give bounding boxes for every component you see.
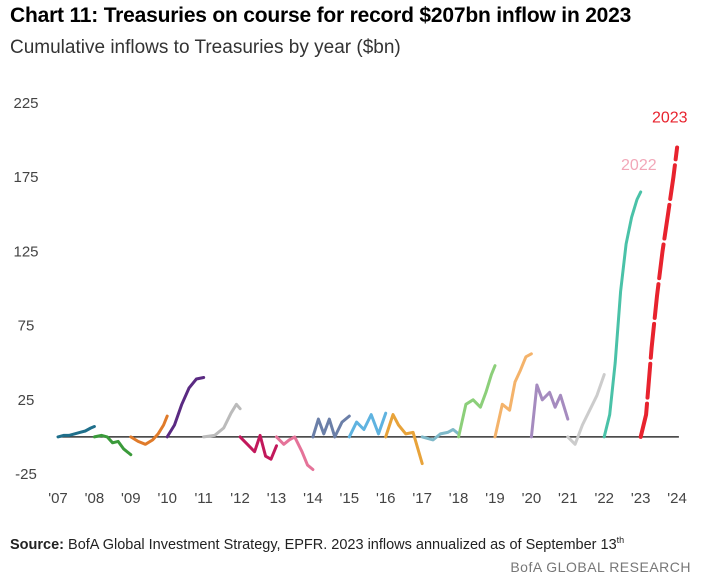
y-axis-ticks: 225 175 125 75 25 -25 (13, 95, 38, 483)
series-line (56, 425, 96, 439)
x-tick-label: '17 (412, 490, 432, 507)
series-line (384, 413, 424, 466)
brand-mark: BofA GLOBAL RESEARCH (510, 559, 691, 575)
x-tick-label: '08 (85, 490, 105, 507)
x-tick-label: '09 (121, 490, 141, 507)
series-line (493, 352, 533, 439)
x-tick-label: '22 (594, 490, 614, 507)
y-tick-label: 75 (18, 318, 35, 335)
x-tick-label: '24 (667, 490, 687, 507)
x-tick-label: '16 (376, 490, 396, 507)
x-tick-label: '23 (631, 490, 651, 507)
series-line (638, 145, 680, 439)
series-lines (56, 145, 680, 471)
annotation-label: 2022 (621, 157, 657, 174)
x-tick-label: '21 (558, 490, 578, 507)
series-line (566, 373, 606, 446)
series-line (92, 433, 133, 457)
source-label: Source: (10, 536, 64, 553)
x-tick-label: '19 (485, 490, 505, 507)
x-tick-label: '14 (303, 490, 323, 507)
series-line (529, 383, 570, 439)
x-tick-label: '12 (230, 490, 250, 507)
y-tick-label: 225 (13, 95, 38, 112)
series-line (311, 414, 351, 439)
series-line (238, 433, 278, 461)
x-tick-label: '18 (449, 490, 469, 507)
series-line (202, 402, 242, 439)
series-line (165, 376, 206, 439)
series-line (420, 428, 461, 442)
series-line (347, 411, 388, 439)
source-note: Source: BofA Global Investment Strategy,… (10, 535, 624, 553)
x-tick-label: '07 (48, 490, 68, 507)
annotations: 2022 2023 (621, 109, 688, 173)
series-line (602, 190, 643, 439)
x-tick-label: '15 (340, 490, 360, 507)
chart-subtitle: Cumulative inflows to Treasuries by year… (10, 37, 401, 58)
y-tick-label: 175 (13, 169, 38, 186)
annotation-label: 2023 (652, 109, 688, 126)
chart-title: Chart 11: Treasuries on course for recor… (10, 4, 632, 27)
series-line (457, 364, 497, 439)
source-text: BofA Global Investment Strategy, EPFR. 2… (64, 536, 617, 553)
x-tick-label: '10 (157, 490, 177, 507)
y-tick-label: 25 (18, 392, 35, 409)
source-sup: th (616, 535, 625, 545)
series-line (275, 435, 315, 471)
line-chart: 225 175 125 75 25 -25 '07 '08 '09 '10 '11 '12 '13 '1… (13, 95, 688, 507)
series-line (129, 414, 169, 446)
x-tick-label: '13 (267, 490, 287, 507)
x-tick-label: '11 (194, 490, 212, 507)
x-axis-ticks: '07 '08 '09 '10 '11 '12 '13 '14 '15 '16 '17 '18 '19 '… (48, 490, 687, 507)
y-tick-label: 125 (13, 243, 38, 260)
x-tick-label: '20 (522, 490, 542, 507)
y-tick-label: -25 (15, 466, 37, 483)
